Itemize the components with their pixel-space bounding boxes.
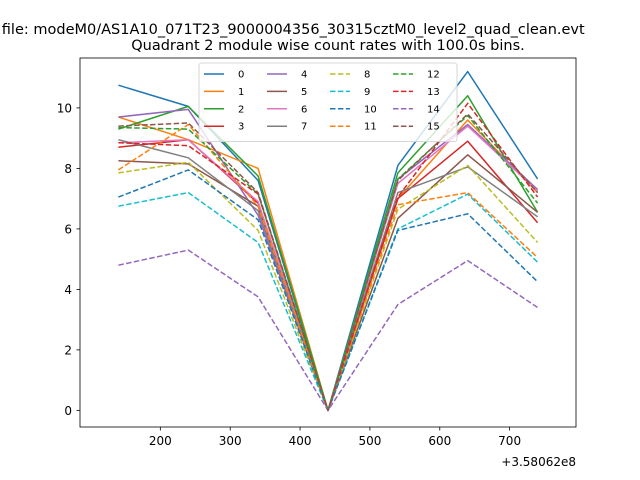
y-tick-label: 10 [57, 101, 72, 115]
chart-title: Quadrant 2 module wise count rates with … [131, 38, 525, 54]
y-tick-label: 0 [64, 404, 72, 418]
y-tick-label: 4 [64, 283, 72, 297]
legend-label-1: 1 [238, 87, 244, 98]
series-line-15 [118, 113, 539, 412]
y-tick-label: 6 [64, 222, 72, 236]
legend-label-15: 15 [427, 122, 440, 133]
chart-suptitle: n file: modeM0/AS1A10_071T23_9000004356_… [0, 22, 585, 38]
legend-box [198, 62, 458, 142]
legend-label-9: 9 [364, 87, 370, 98]
y-tick-label: 8 [64, 162, 72, 176]
legend-label-7: 7 [301, 122, 307, 133]
legend-label-4: 4 [301, 70, 307, 81]
y-tick-label: 2 [64, 343, 72, 357]
x-tick-label: 200 [149, 434, 172, 448]
legend-label-5: 5 [301, 87, 307, 98]
x-tick-label: 700 [498, 434, 521, 448]
y-axis-ticks: 0 2 4 6 8 10 [57, 101, 80, 418]
legend-label-10: 10 [364, 104, 377, 115]
series-line-8 [118, 161, 539, 412]
legend-label-2: 2 [238, 104, 244, 115]
x-axis-ticks: 200 300 400 500 600 700 [149, 427, 521, 448]
x-tick-label: 400 [289, 434, 312, 448]
series-line-9 [118, 191, 539, 412]
legend-label-8: 8 [364, 70, 370, 81]
x-tick-label: 600 [428, 434, 451, 448]
legend-label-11: 11 [364, 122, 377, 133]
legend-label-12: 12 [427, 70, 440, 81]
legend-label-13: 13 [427, 87, 440, 98]
x-tick-label: 300 [219, 434, 242, 448]
series-lines [117, 70, 539, 412]
legend-label-14: 14 [427, 104, 440, 115]
legend-label-6: 6 [301, 104, 307, 115]
series-line-12 [118, 114, 539, 412]
legend-label-0: 0 [238, 70, 244, 81]
x-tick-label: 500 [358, 434, 381, 448]
x-axis-offset-label: +3.58062e8 [501, 455, 576, 469]
legend-label-3: 3 [238, 122, 244, 133]
plot-frame [79, 57, 577, 428]
